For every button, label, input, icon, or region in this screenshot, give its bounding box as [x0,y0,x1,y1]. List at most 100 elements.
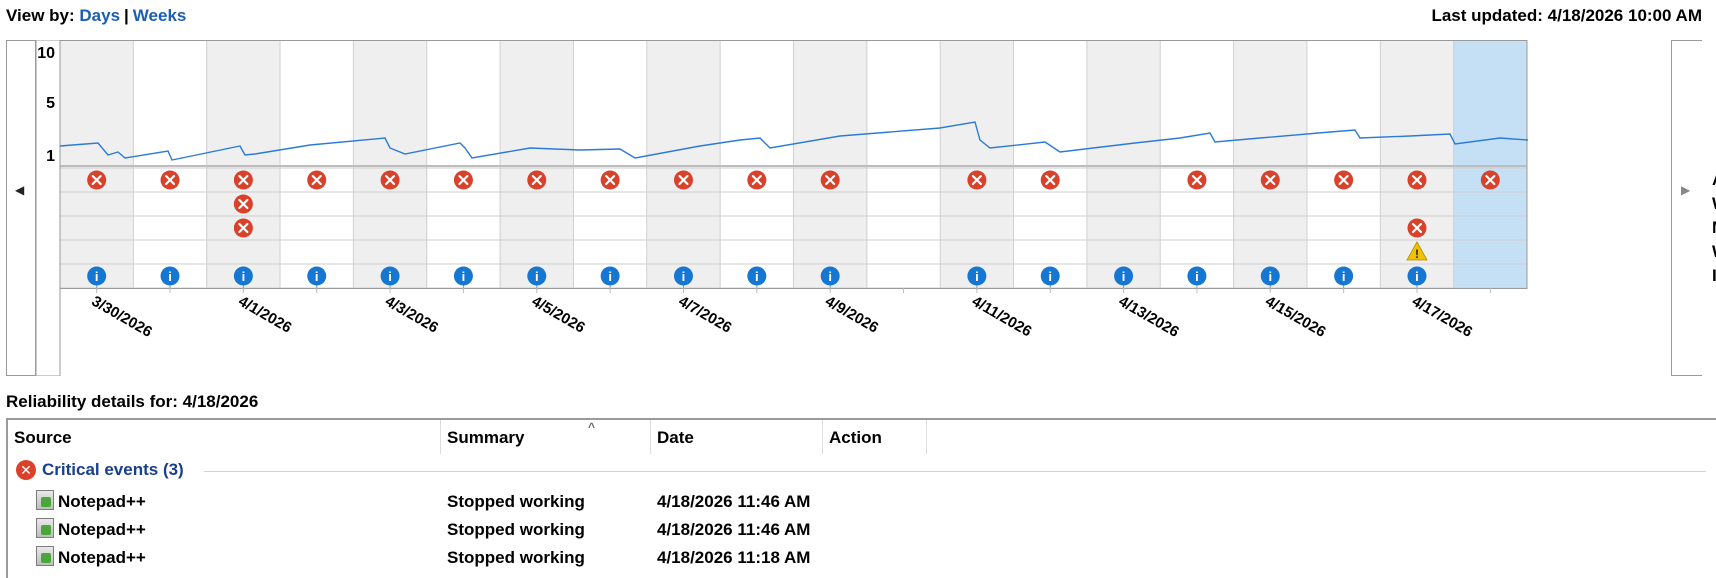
critical-icon-mark [238,222,249,234]
critical-icon-mark [1191,174,1203,186]
info-icon-glyph: i [828,269,832,284]
legend-row-label: W [1712,240,1716,264]
day-column [500,40,574,288]
legend-row-label: A [1712,168,1716,192]
scroll-right-icon[interactable]: ▶ [1681,183,1691,197]
y-tick-label: 5 [46,95,55,112]
info-icon-glyph: i [388,269,392,284]
group-label: Critical events (3) [42,460,184,479]
info-icon [1407,266,1427,286]
info-icon-glyph: i [1342,269,1346,284]
critical-icon-mark [1411,222,1423,234]
separator: | [124,6,129,25]
row-summary: Stopped working [447,492,585,511]
warning-icon [1406,241,1428,261]
critical-icon-mark [458,174,469,186]
info-icon [453,266,473,286]
table-row[interactable]: Notepad++ Stopped working 4/18/2026 11:4… [8,514,1716,544]
info-icon [307,266,327,286]
critical-icon-mark [678,174,689,186]
table-row[interactable]: Notepad++ Stopped working 4/18/2026 11:1… [8,542,1716,572]
table-row[interactable]: Notepad++ Stopped working 4/18/2026 11:4… [8,486,1716,516]
y-tick-label: 10 [37,45,55,62]
column-action[interactable]: Action [823,420,927,454]
info-icon-glyph: i [755,269,759,284]
day-column [1013,40,1087,288]
critical-icon-mark [1265,174,1276,186]
info-icon [160,266,180,286]
application-icon [36,518,54,538]
row-date: 4/18/2026 11:18 AM [657,548,811,567]
date-label: 4/13/2026 [1116,293,1182,341]
column-source[interactable]: Source [8,420,441,454]
critical-icon-mark [91,174,102,186]
date-label: 4/1/2026 [235,293,294,337]
column-summary[interactable]: Summary [441,420,651,454]
table-header: Source Summary Date Action ^ [8,420,1716,454]
days-link[interactable]: Days [79,6,121,25]
info-icon-glyph: i [168,269,172,284]
info-icon-glyph: i [975,269,979,284]
stability-index-line [59,121,1529,161]
info-icon [967,266,987,286]
view-by: View by: Days | Weeks [6,6,186,26]
critical-icon-mark [311,174,322,186]
critical-icon: ✕ [16,460,36,480]
details-title: Reliability details for: 4/18/2026 [6,392,259,411]
weeks-link[interactable]: Weeks [132,6,187,25]
day-column [793,40,867,288]
details-table: Source Summary Date Action ^ ✕ Critical … [6,418,1716,578]
row-source: Notepad++ [58,548,146,567]
info-icon-glyph: i [95,269,99,284]
info-icon [1187,266,1207,286]
legend-row-label: W [1712,192,1716,216]
info-icon [1114,266,1134,286]
group-critical-events[interactable]: ✕ Critical events (3) [16,458,1706,484]
date-label: 4/5/2026 [529,293,588,337]
date-label: 4/15/2026 [1262,293,1328,341]
day-column [1160,40,1234,288]
warning-icon-glyph: ! [1415,247,1419,261]
selected-day-column [1453,40,1527,288]
critical-icon-mark [1485,174,1496,186]
info-icon [673,266,693,286]
critical-icon-mark [751,174,762,186]
date-label: 4/9/2026 [822,293,881,337]
scroll-left-area[interactable]: ◀ [6,40,36,376]
day-column [573,40,647,288]
reliability-chart-panel: ◀ 10 5 1 i i i i i i i i i i i i i i i i i! i 3/30/2026 4/1/20… [6,40,1716,376]
date-label: 4/11/2026 [969,293,1035,341]
critical-icon-mark [531,174,542,186]
sort-caret-icon: ^ [588,420,596,434]
legend-row-label: M [1712,216,1716,240]
day-column [866,40,941,288]
row-source: Notepad++ [58,520,146,539]
day-column [1086,40,1161,288]
info-icon-glyph: i [462,269,466,284]
critical-icon-mark [1045,174,1056,186]
view-toolbar: View by: Days | Weeks Last updated: 4/18/2… [6,4,1710,30]
info-icon [87,266,107,286]
view-by-label: View by: [6,6,75,25]
day-column [1233,40,1307,288]
info-icon-glyph: i [535,269,539,284]
day-column [133,40,207,288]
date-label: 3/30/2026 [89,293,155,341]
scroll-left-icon[interactable]: ◀ [15,183,25,197]
row-date: 4/18/2026 11:46 AM [657,492,811,511]
info-icon-glyph: i [608,269,612,284]
critical-icon-mark [238,198,249,210]
info-icon [600,266,620,286]
column-date[interactable]: Date [651,420,823,454]
critical-icon-mark [238,174,249,186]
scroll-right-area[interactable]: ▶ [1671,40,1702,376]
y-tick-label: 1 [46,148,55,165]
info-icon [1040,266,1060,286]
application-icon [36,490,54,510]
day-column [353,40,427,288]
info-icon-glyph: i [1122,269,1126,284]
critical-icon-mark [384,174,396,186]
info-icon-glyph: i [1048,269,1052,284]
day-column [1306,40,1381,288]
application-icon [36,546,54,566]
